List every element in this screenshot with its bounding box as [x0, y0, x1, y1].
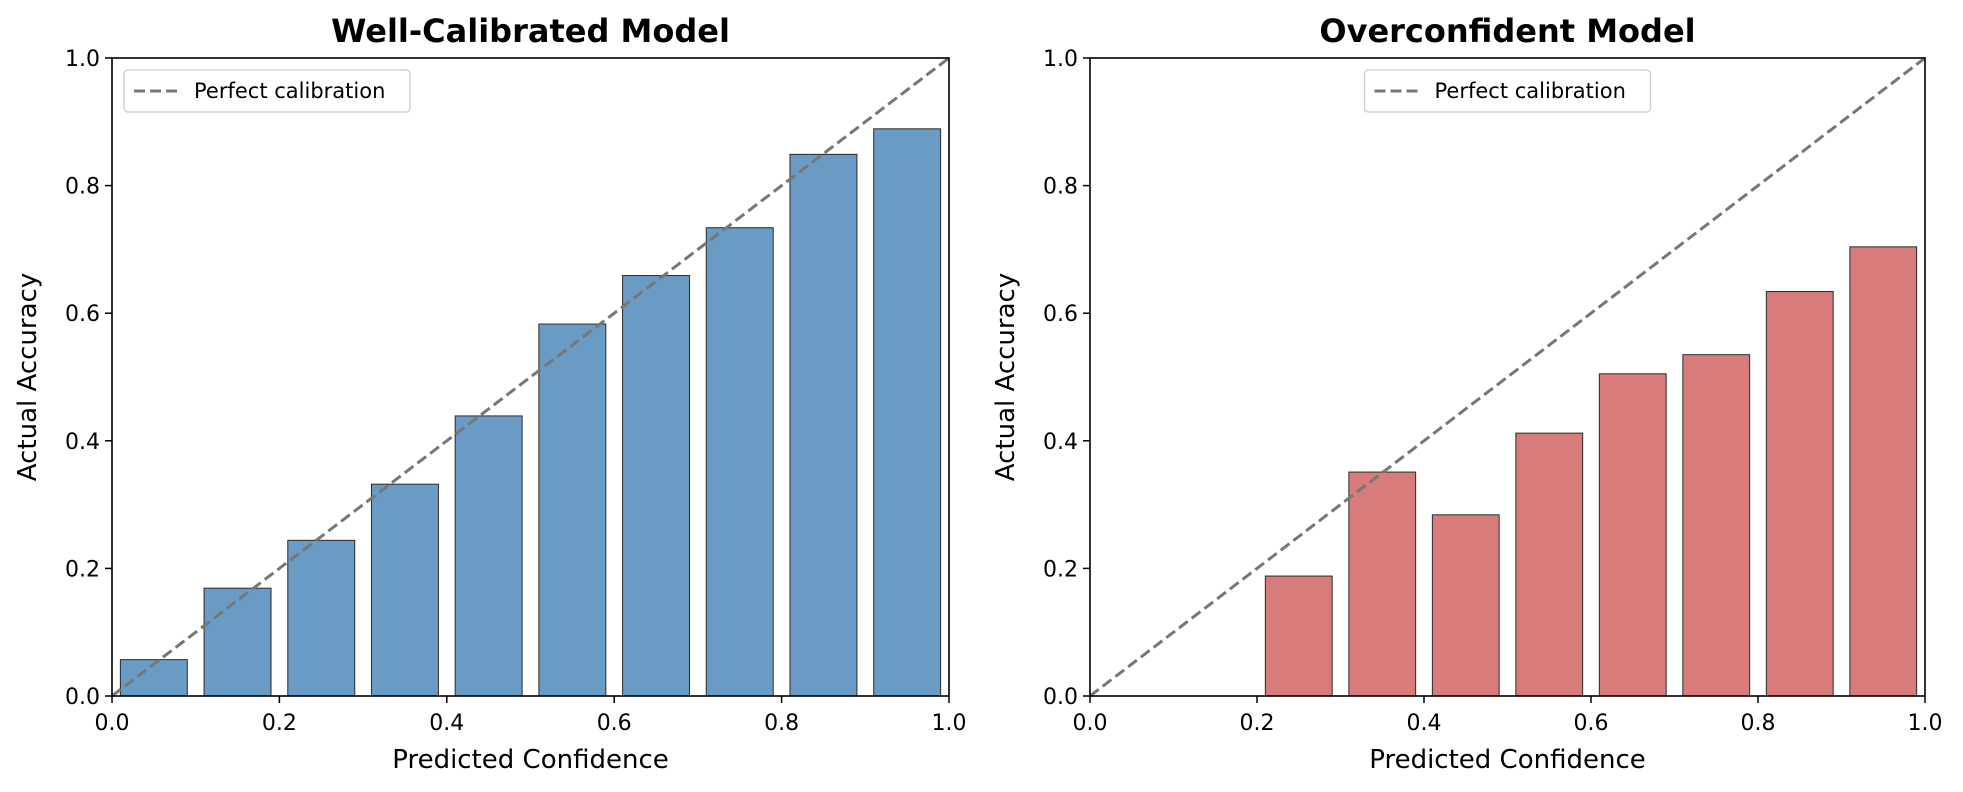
x-tick-label: 0.0 [1073, 711, 1108, 736]
x-tick-label: 0.4 [1407, 711, 1442, 736]
x-tick-label: 1.0 [932, 711, 967, 736]
x-tick-label: 0.4 [429, 711, 464, 736]
bar-2 [1348, 471, 1417, 697]
y-tick-label: 0.0 [1043, 685, 1078, 710]
bar-8 [705, 227, 774, 697]
bar-4 [370, 483, 439, 697]
bar-7 [622, 275, 691, 697]
x-tick-label: 0.2 [262, 711, 297, 736]
x-axis-label: Predicted Confidence [1369, 745, 1646, 775]
y-tick-label: 0.2 [1043, 557, 1078, 582]
y-tick-label: 0.6 [1043, 302, 1078, 327]
bar-8 [1849, 246, 1918, 697]
bar-2 [203, 587, 272, 697]
x-tick-label: 0.2 [1240, 711, 1275, 736]
panel-2: 0.0 0.2 0.4 0.6 0.8 1.0 0.0 0.2 0.4 0.6 0.8 1.0 Over… [991, 12, 1943, 775]
y-tick-label: 0.2 [65, 557, 100, 582]
axes-frame [1089, 57, 1926, 697]
legend-box [1363, 69, 1652, 113]
bar-6 [538, 323, 607, 697]
chart-title: Well-Calibrated Model [331, 12, 730, 50]
x-tick-label: 0.8 [764, 711, 799, 736]
bar-3 [1431, 514, 1500, 697]
legend-label: Perfect calibration [194, 79, 385, 103]
legend: Perfect calibration [1363, 69, 1652, 113]
y-axis-label: Actual Accuracy [991, 273, 1021, 481]
y-tick-label: 0.8 [1043, 175, 1078, 200]
chart-title: Overconfident Model [1319, 12, 1695, 50]
y-axis-label: Actual Accuracy [13, 273, 43, 481]
bar-10 [873, 128, 942, 697]
x-tick-label: 0.0 [95, 711, 130, 736]
axes-frame [111, 57, 950, 697]
x-tick-label: 0.6 [1574, 711, 1609, 736]
legend: Perfect calibration [123, 69, 411, 113]
legend-label: Perfect calibration [1435, 79, 1626, 103]
x-tick-label: 1.0 [1908, 711, 1943, 736]
x-axis-label: Predicted Confidence [392, 745, 669, 775]
panel-1: 0.0 0.2 0.4 0.6 0.8 1.0 0.0 0.2 0.4 0.6 0.8 1.0 Well… [13, 12, 967, 775]
bar-5 [1598, 373, 1667, 697]
legend-box [123, 69, 411, 113]
y-tick-label: 0.4 [65, 430, 100, 455]
bar-5 [454, 415, 523, 697]
x-tick-label: 0.6 [597, 711, 632, 736]
y-tick-label: 0.6 [65, 302, 100, 327]
bar-3 [287, 539, 356, 697]
x-tick-label: 0.8 [1741, 711, 1776, 736]
y-tick-label: 0.0 [65, 685, 100, 710]
bar-9 [789, 153, 858, 697]
bar-6 [1682, 354, 1751, 697]
bar-4 [1515, 432, 1584, 697]
bar-7 [1765, 291, 1834, 697]
y-tick-label: 0.4 [1043, 430, 1078, 455]
bar-1 [1264, 575, 1333, 697]
y-tick-label: 1.0 [1043, 47, 1078, 72]
y-tick-label: 0.8 [65, 175, 100, 200]
y-tick-label: 1.0 [65, 47, 100, 72]
